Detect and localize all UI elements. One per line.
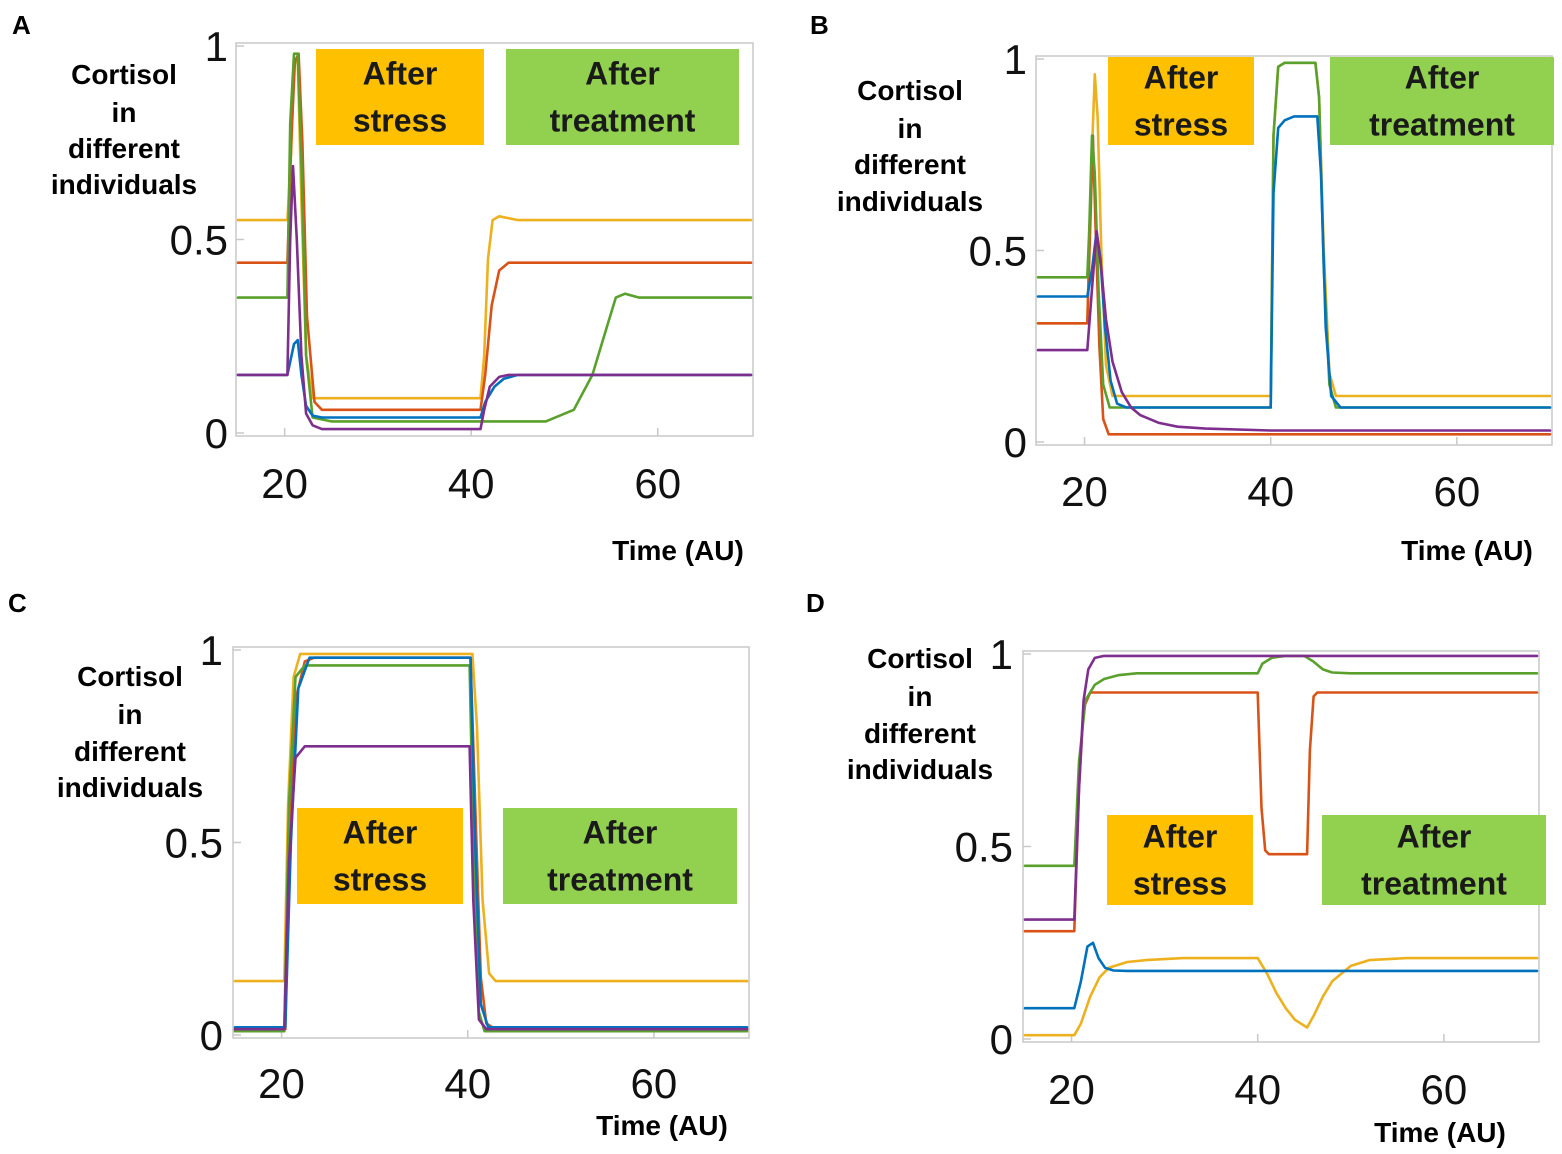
x-tick-label: 60 xyxy=(1421,1066,1468,1113)
x-tick-label: 60 xyxy=(631,1060,678,1107)
after-stress-box-text: After xyxy=(1144,60,1219,96)
after-stress-box-background xyxy=(316,49,484,145)
series-line-orange xyxy=(1023,956,1539,1037)
y-tick-label: 0 xyxy=(1004,419,1027,466)
after-stress-box-text: After xyxy=(363,56,438,92)
after-stress-box: After stress xyxy=(1108,57,1254,145)
series-group xyxy=(1023,654,1539,1037)
x-tick-label: 40 xyxy=(1247,468,1294,515)
y-tick-label: 1 xyxy=(205,23,228,70)
y-axis-label: in xyxy=(908,681,933,712)
y-axis-label: individuals xyxy=(847,754,993,785)
y-tick-label: 0 xyxy=(990,1016,1013,1063)
after-treatment-box-text: treatment xyxy=(1369,107,1515,143)
after-treatment-box-background xyxy=(506,49,739,145)
x-axis-label: Time (AU) xyxy=(612,535,744,566)
x-axis-label: Time (AU) xyxy=(1401,535,1533,566)
y-axis-label: Cortisol xyxy=(857,75,963,106)
series-line-purple xyxy=(1036,230,1552,432)
y-tick-label: 1 xyxy=(200,627,223,674)
y-axis-label: Cortisol xyxy=(71,59,177,90)
after-treatment-box: After treatment xyxy=(1322,815,1546,905)
after-treatment-box-text: After xyxy=(585,56,660,92)
after-treatment-box-text: After xyxy=(583,815,658,851)
series-group xyxy=(1036,61,1552,436)
x-tick-label: 20 xyxy=(261,460,308,507)
y-axis-label: in xyxy=(118,699,143,730)
after-stress-box-background xyxy=(1107,815,1253,905)
panel-c: C 0 0.5 1 20 40 60 Cortisol in different individua… xyxy=(8,588,750,1141)
after-stress-box-background xyxy=(297,808,463,904)
after-treatment-box-text: After xyxy=(1397,819,1472,855)
after-stress-box-text: stress xyxy=(1133,866,1227,902)
after-treatment-box-text: treatment xyxy=(547,862,693,898)
series-group xyxy=(233,652,749,1033)
after-stress-box: After stress xyxy=(316,49,484,145)
y-tick-label: 0 xyxy=(200,1012,223,1059)
panel-d: D 0 0.5 1 20 40 60 Cortisol in different individua… xyxy=(806,588,1546,1148)
x-tick-label: 40 xyxy=(1234,1066,1281,1113)
x-tick-label: 20 xyxy=(1048,1066,1095,1113)
after-treatment-box-background xyxy=(503,808,737,904)
series-line-purple xyxy=(233,744,749,1031)
y-tick-label: 0.5 xyxy=(969,228,1027,275)
after-treatment-box: After treatment xyxy=(503,808,737,904)
after-treatment-box: After treatment xyxy=(506,49,739,145)
y-tick-label: 0.5 xyxy=(955,824,1013,871)
x-tick-label: 40 xyxy=(448,460,495,507)
series-group xyxy=(236,52,753,431)
after-stress-box-text: After xyxy=(1143,819,1218,855)
y-axis-label: individuals xyxy=(51,169,197,200)
y-axis-label: different xyxy=(68,133,180,164)
after-treatment-box-background xyxy=(1322,815,1546,905)
panel-letter: B xyxy=(810,10,829,40)
series-line-purple xyxy=(236,164,753,431)
x-tick-label: 60 xyxy=(634,460,681,507)
x-tick-label: 20 xyxy=(1061,468,1108,515)
x-tick-label: 60 xyxy=(1434,468,1481,515)
after-treatment-box: After treatment xyxy=(1330,57,1554,145)
x-axis-label: Time (AU) xyxy=(596,1110,728,1141)
panel-letter: C xyxy=(8,588,27,618)
y-tick-label: 0.5 xyxy=(165,820,223,867)
after-stress-box-text: stress xyxy=(333,862,427,898)
x-tick-label: 20 xyxy=(258,1060,305,1107)
series-line-green xyxy=(236,52,753,423)
panel-letter: D xyxy=(806,588,825,618)
after-stress-box-text: After xyxy=(343,815,418,851)
y-axis-label: different xyxy=(854,149,966,180)
y-axis-label: different xyxy=(74,736,186,767)
after-stress-box-text: stress xyxy=(1134,107,1228,143)
y-axis-label: Cortisol xyxy=(867,643,973,674)
series-line-purple xyxy=(1023,654,1539,921)
x-axis-label: Time (AU) xyxy=(1374,1117,1506,1148)
y-axis-label: different xyxy=(864,718,976,749)
panel-b: B 0 0.5 1 20 40 60 Cortisol in different individua… xyxy=(810,10,1554,566)
y-axis-label: in xyxy=(898,113,923,144)
after-stress-box: After stress xyxy=(1107,815,1253,905)
y-axis-label: individuals xyxy=(837,186,983,217)
y-axis-label: in xyxy=(112,97,137,128)
y-axis-label: individuals xyxy=(57,772,203,803)
y-tick-label: 1 xyxy=(1004,36,1027,83)
panel-a: A 0 0.5 1 20 40 60 Cortisol in different individua… xyxy=(12,10,754,566)
panel-letter: A xyxy=(12,10,31,40)
y-tick-label: 0 xyxy=(205,410,228,457)
y-axis-label: Cortisol xyxy=(77,661,183,692)
after-treatment-box-text: After xyxy=(1405,60,1480,96)
series-line-blue xyxy=(236,338,753,419)
series-line-red xyxy=(236,52,753,412)
after-stress-box: After stress xyxy=(297,808,463,904)
y-tick-label: 1 xyxy=(990,631,1013,678)
x-tick-label: 40 xyxy=(444,1060,491,1107)
series-line-blue xyxy=(1023,941,1539,1010)
y-tick-label: 0.5 xyxy=(170,217,228,264)
after-treatment-box-text: treatment xyxy=(550,103,696,139)
after-stress-box-text: stress xyxy=(353,103,447,139)
after-stress-box-background xyxy=(1108,57,1254,145)
series-line-green xyxy=(1023,654,1539,868)
after-treatment-box-background xyxy=(1330,57,1554,145)
after-treatment-box-text: treatment xyxy=(1361,866,1507,902)
